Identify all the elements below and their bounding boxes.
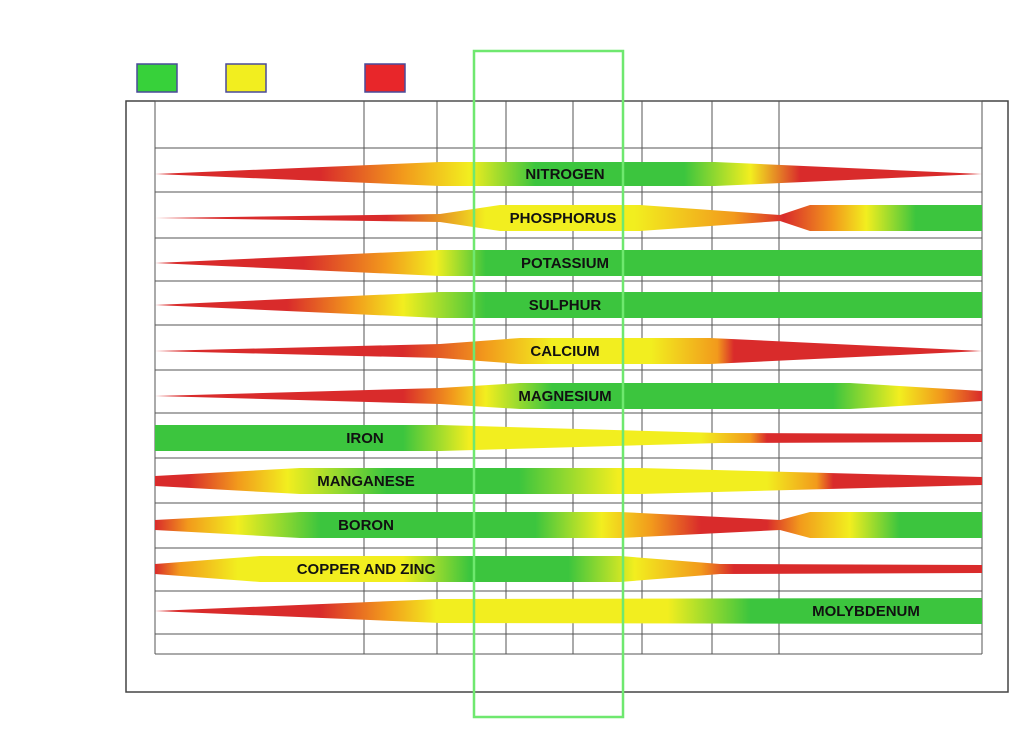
label-copper-and-zinc: COPPER AND ZINC xyxy=(297,561,436,578)
band-sulphur xyxy=(155,292,982,318)
label-boron: BORON xyxy=(338,517,394,534)
band-copper-and-zinc xyxy=(155,556,982,582)
legend xyxy=(136,63,406,93)
band-boron xyxy=(155,512,982,538)
band-potassium xyxy=(155,250,982,276)
label-manganese: MANGANESE xyxy=(317,473,415,490)
band-manganese xyxy=(155,468,982,494)
label-potassium: POTASSIUM xyxy=(521,255,609,272)
label-phosphorus: PHOSPHORUS xyxy=(510,210,617,227)
optimal-range-highlight xyxy=(472,49,625,719)
band-molybdenum xyxy=(155,598,982,624)
nutrient-labels: NITROGEN PHOSPHORUS POTASSIUM SULPHUR CALCIU… xyxy=(297,166,920,620)
legend-swatch xyxy=(364,63,406,93)
label-iron: IRON xyxy=(346,430,384,447)
legend-swatch xyxy=(136,63,178,93)
label-nitrogen: NITROGEN xyxy=(525,166,604,183)
label-molybdenum: MOLYBDENUM xyxy=(812,603,920,620)
band-iron xyxy=(155,425,982,451)
band-nitrogen xyxy=(155,162,982,186)
band-magnesium xyxy=(155,383,982,409)
band-calcium xyxy=(155,338,982,364)
nutrient-bands xyxy=(155,162,982,624)
band-phosphorus xyxy=(155,205,982,231)
label-magnesium: MAGNESIUM xyxy=(518,388,611,405)
label-sulphur: SULPHUR xyxy=(529,297,602,314)
label-calcium: CALCIUM xyxy=(530,343,599,360)
legend-swatch xyxy=(225,63,267,93)
